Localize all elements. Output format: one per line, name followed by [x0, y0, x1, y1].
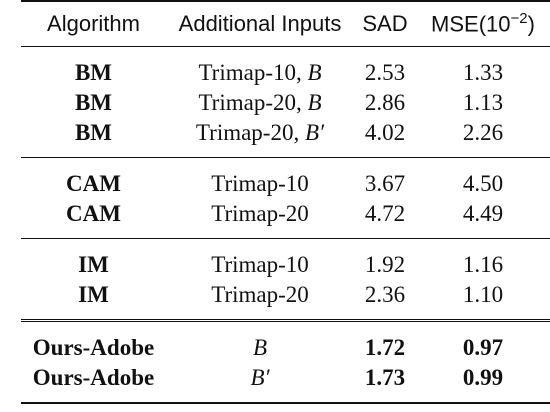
cell-mse: 4.49 [462, 201, 504, 226]
inputs-math-symbol: B [307, 60, 322, 85]
inputs-text: Trimap-20 [211, 201, 309, 226]
cell-mse: 1.13 [462, 90, 504, 115]
cell-sad: 2.86 [364, 90, 406, 115]
cell-algorithm: Ours-Adobe [21, 319, 166, 363]
header-mse-exponent: −2 [510, 10, 528, 28]
cell-additional-inputs: Trimap-10, B [166, 47, 354, 89]
header-mse: MSE(10−2) [416, 1, 550, 47]
cell-algorithm: CAM [21, 157, 166, 199]
cell-mse: 4.50 [416, 157, 550, 199]
cell-additional-inputs: Trimap-20, B′ [166, 118, 354, 158]
cell-additional-inputs: B′ [166, 363, 354, 404]
inputs-math-symbol: B [252, 335, 268, 360]
cell-sad: 2.53 [364, 60, 406, 85]
inputs-text: Trimap-10, [198, 60, 302, 85]
cell-sad: 2.36 [364, 282, 406, 307]
cell-algorithm: CAM [66, 201, 121, 226]
inputs-math-symbol: B′ [250, 365, 270, 390]
header-algorithm: Algorithm [47, 11, 140, 36]
cell-additional-inputs: Trimap-20, B [166, 88, 354, 118]
cell-algorithm: BM [74, 120, 113, 145]
cell-algorithm: BM [74, 90, 113, 115]
cell-sad: 4.02 [364, 120, 406, 145]
inputs-math-symbol: B′ [304, 120, 325, 145]
cell-additional-inputs: Trimap-10 [166, 238, 354, 280]
table-row: BM Trimap-20, B′ 4.02 2.26 [21, 118, 550, 158]
table-row: IM Trimap-20 2.36 1.10 [21, 280, 550, 321]
cell-mse: 0.97 [416, 319, 550, 363]
cell-algorithm: Ours-Adobe [21, 363, 166, 404]
inputs-text: Trimap-20 [211, 282, 309, 307]
inputs-text: Trimap-20, [198, 90, 302, 115]
cell-additional-inputs: B [166, 319, 354, 363]
cell-mse: 0.99 [416, 363, 550, 404]
table-row: Ours-Adobe B 1.72 0.97 [21, 319, 550, 363]
results-table-container: Algorithm Additional Inputs SAD MSE(10−2… [21, 0, 550, 404]
cell-mse: 1.33 [462, 60, 504, 85]
table-body: BM Trimap-10, B 2.53 1.33 BM Trimap-20, B 2.86… [21, 47, 550, 404]
table-row: CAM Trimap-10 3.67 4.50 [21, 157, 550, 199]
table-row: BM Trimap-10, B 2.53 1.33 [21, 47, 550, 89]
cell-additional-inputs: Trimap-10 [166, 157, 354, 199]
table-row: IM Trimap-10 1.92 1.16 [21, 238, 550, 280]
table-row: CAM Trimap-20 4.72 4.49 [21, 199, 550, 239]
results-table: Algorithm Additional Inputs SAD MSE(10−2… [21, 0, 550, 404]
cell-algorithm: IM [21, 238, 166, 280]
cell-sad: 3.67 [354, 157, 416, 199]
header-mse-close: ) [527, 11, 535, 37]
table-header-row: Algorithm Additional Inputs SAD MSE(10−2… [21, 1, 550, 47]
cell-sad: 1.73 [354, 363, 416, 404]
cell-algorithm: BM [74, 60, 113, 85]
cell-additional-inputs: Trimap-20 [166, 199, 354, 239]
cell-sad: 1.92 [354, 238, 416, 280]
header-mse-base: MSE(10 [431, 11, 511, 37]
inputs-text: Trimap-10 [211, 252, 309, 277]
table-row: BM Trimap-20, B 2.86 1.13 [21, 88, 550, 118]
cell-sad: 4.72 [364, 201, 406, 226]
inputs-text: Trimap-20, [195, 120, 300, 145]
cell-mse: 1.16 [416, 238, 550, 280]
header-additional-inputs: Additional Inputs [178, 11, 342, 36]
cell-mse: 1.10 [462, 282, 504, 307]
cell-sad: 1.72 [354, 319, 416, 363]
cell-algorithm: IM [78, 282, 109, 307]
header-sad: SAD [362, 11, 408, 36]
cell-additional-inputs: Trimap-20 [166, 280, 354, 321]
inputs-math-symbol: B [307, 90, 322, 115]
cell-mse: 2.26 [462, 120, 504, 145]
table-row: Ours-Adobe B′ 1.73 0.99 [21, 363, 550, 404]
inputs-text: Trimap-10 [211, 171, 309, 196]
